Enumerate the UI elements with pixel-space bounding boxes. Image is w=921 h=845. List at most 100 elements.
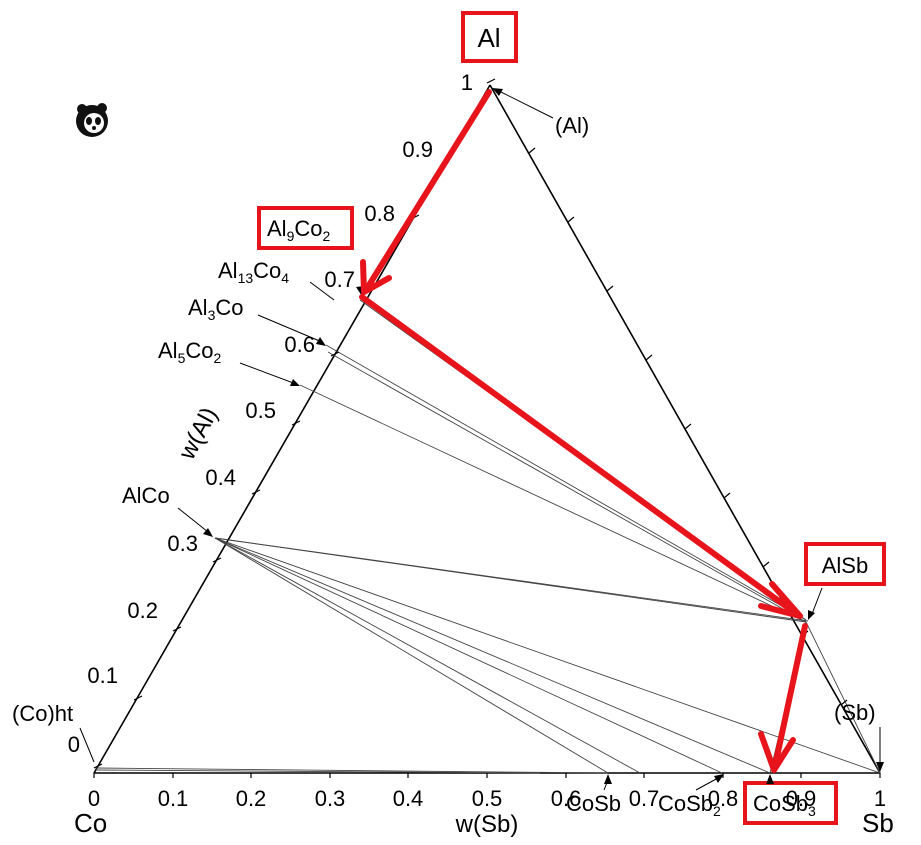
bottom-tick-label: 0.6 bbox=[551, 786, 582, 811]
right-axis-ticks bbox=[528, 147, 848, 706]
tick-mark bbox=[723, 492, 731, 499]
pointer-line bbox=[79, 727, 95, 763]
bottom-tick-label: 0.5 bbox=[472, 786, 503, 811]
tie-line bbox=[299, 384, 807, 623]
panda-eye bbox=[86, 117, 92, 125]
label-al9co2: Al9Co2 bbox=[267, 216, 330, 244]
highlight-box-al: Al bbox=[461, 11, 518, 63]
left-tick-label: 0.8 bbox=[364, 201, 395, 226]
label-al-solid: (Al) bbox=[555, 113, 589, 138]
left-tick-label: 0.1 bbox=[87, 663, 118, 688]
panda-ear bbox=[97, 103, 107, 113]
tie-line bbox=[325, 344, 807, 621]
bottom-tick-label: 0.2 bbox=[236, 786, 267, 811]
corner-label-co: Co bbox=[74, 808, 107, 838]
pointer-head bbox=[203, 528, 213, 537]
highlight-box-alsb: AlSb bbox=[804, 542, 886, 586]
pointer-head bbox=[714, 774, 724, 783]
bottom-tick-labels: 0 0.1 0.2 0.3 0.4 0.5 0.6 0.7 0.8 0.9 1 bbox=[88, 786, 886, 811]
pointer-line bbox=[257, 314, 323, 343]
pointer-line bbox=[309, 281, 335, 301]
corner-label-sb: Sb bbox=[862, 808, 894, 838]
pointer-head bbox=[876, 762, 884, 772]
bottom-tick-label: 0.8 bbox=[708, 786, 739, 811]
arrow-al9co2-to-alsb bbox=[359, 294, 801, 618]
left-tick-label: 0.7 bbox=[324, 267, 355, 292]
left-tick-labels: 0 0.1 0.2 0.3 0.4 0.5 0.6 0.7 0.8 0.9 1 bbox=[68, 70, 473, 757]
left-tick-label: 0.5 bbox=[245, 398, 276, 423]
panda-eye bbox=[95, 117, 101, 125]
tie-line bbox=[214, 537, 723, 774]
tick-mark bbox=[645, 354, 653, 361]
label-alsb: AlSb bbox=[822, 553, 868, 578]
pointer-line bbox=[239, 362, 297, 385]
arrow-alsb-to-cosb3 bbox=[772, 623, 808, 769]
corner-label-al: Al bbox=[477, 23, 500, 53]
pointer-head bbox=[316, 337, 326, 346]
phase-labels: (Al) Al13Co4 Al3Co Al5Co2 AlCo (Sb) (Co)… bbox=[12, 88, 884, 819]
bottom-tick-label: 0.4 bbox=[393, 786, 424, 811]
tick-mark bbox=[840, 699, 848, 706]
arrow-al-to-al9co2-head bbox=[360, 259, 392, 295]
panda-icon bbox=[76, 103, 108, 137]
pointer-head bbox=[604, 774, 612, 784]
highlight-frame bbox=[743, 781, 838, 825]
bottom-tick-label: 0 bbox=[88, 786, 100, 811]
left-tick-label: 0.2 bbox=[127, 598, 158, 623]
red-path-arrows bbox=[359, 89, 808, 773]
panda-ear bbox=[77, 104, 87, 114]
tie-line bbox=[214, 537, 641, 774]
tick-mark bbox=[251, 489, 261, 495]
label-al5co2: Al5Co2 bbox=[158, 338, 221, 366]
bottom-tick-label: 0.3 bbox=[315, 786, 346, 811]
tie-line bbox=[214, 537, 609, 774]
bottom-tick-label: 1 bbox=[874, 786, 886, 811]
pointer-line bbox=[811, 587, 823, 615]
highlight-frame bbox=[804, 542, 886, 586]
label-cosb: CoSb bbox=[566, 791, 621, 816]
left-tick-label: 0.6 bbox=[284, 332, 315, 357]
tie-line bbox=[214, 537, 771, 774]
pointer-head bbox=[492, 88, 503, 96]
label-al3co: Al3Co bbox=[188, 295, 243, 323]
label-cosb3: CoSb3 bbox=[753, 791, 816, 819]
left-tick-label: 0.3 bbox=[167, 531, 198, 556]
arrow-alsb-to-cosb3-head bbox=[758, 731, 796, 773]
left-tick-label: 0.4 bbox=[205, 465, 236, 490]
panda-nose bbox=[92, 126, 96, 130]
tick-mark bbox=[486, 78, 496, 84]
left-tick-label: 1 bbox=[461, 70, 473, 95]
tie-line bbox=[214, 537, 881, 774]
highlight-frame bbox=[461, 11, 518, 63]
label-co-ht: (Co)ht bbox=[12, 701, 73, 726]
arrow-al-to-al9co2 bbox=[363, 89, 492, 293]
pointer-head bbox=[766, 774, 774, 784]
left-tick-label: 0 bbox=[68, 732, 80, 757]
pointer-head bbox=[808, 610, 815, 620]
bottom-tick-label: 0.1 bbox=[158, 786, 189, 811]
arrow-al9co2-to-alsb-head bbox=[758, 581, 803, 619]
tie-line bbox=[95, 769, 541, 774]
left-axis-title: w(Al) bbox=[173, 403, 223, 465]
bottom-tick-label: 0.7 bbox=[629, 786, 660, 811]
tick-mark bbox=[567, 216, 575, 223]
pointer-line bbox=[177, 507, 209, 533]
tie-lines bbox=[95, 299, 881, 774]
bottom-axis-ticks bbox=[93, 773, 881, 778]
bottom-tick-label: 0.9 bbox=[786, 786, 817, 811]
tick-mark bbox=[330, 351, 340, 357]
tick-mark bbox=[291, 420, 301, 426]
label-cosb2: CoSb2 bbox=[658, 791, 721, 819]
pointer-line bbox=[496, 89, 554, 119]
tick-mark bbox=[93, 763, 103, 769]
highlight-frame bbox=[257, 206, 354, 250]
label-sb-solid: (Sb) bbox=[834, 700, 876, 725]
tie-line bbox=[327, 351, 807, 623]
tick-mark bbox=[528, 147, 536, 154]
tie-line bbox=[805, 621, 881, 774]
pointer-head bbox=[290, 379, 300, 386]
highlight-box-cosb3: CoSb3 bbox=[743, 781, 838, 825]
tick-mark bbox=[684, 423, 692, 430]
